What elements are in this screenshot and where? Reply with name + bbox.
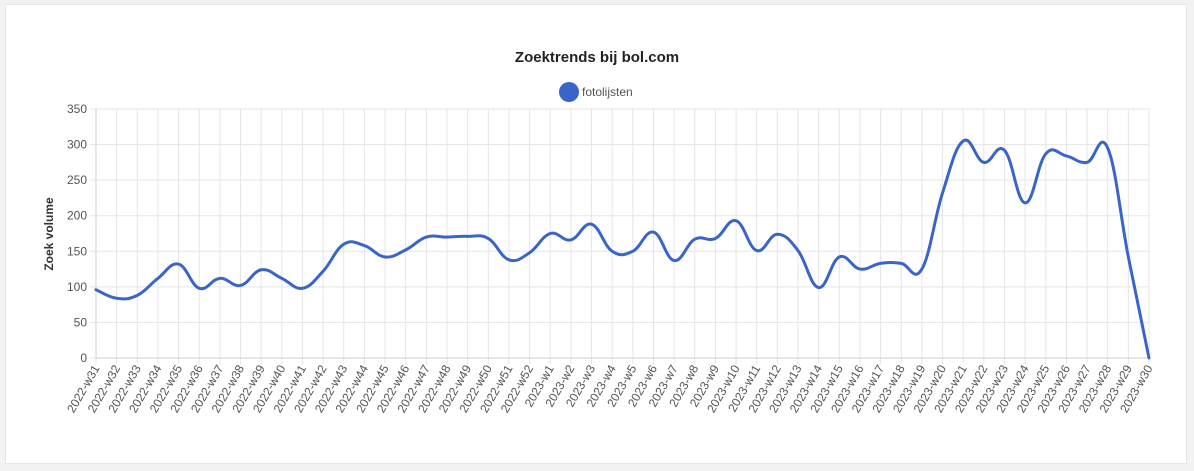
data-point[interactable] (630, 248, 636, 254)
data-point[interactable] (382, 254, 388, 260)
data-point[interactable] (155, 275, 161, 281)
y-tick-label: 0 (80, 351, 87, 365)
data-point[interactable] (299, 285, 305, 291)
data-point[interactable] (1001, 147, 1007, 153)
data-point[interactable] (217, 275, 223, 281)
data-point[interactable] (1146, 355, 1152, 361)
data-point[interactable] (1043, 151, 1049, 157)
y-axis-label: Zoek volume (42, 197, 56, 271)
data-point[interactable] (361, 243, 367, 249)
axes (95, 109, 1149, 359)
legend-swatch-icon[interactable] (559, 82, 579, 102)
data-point[interactable] (527, 250, 533, 256)
data-point[interactable] (650, 229, 656, 235)
series-layer (93, 138, 1152, 361)
data-point[interactable] (712, 235, 718, 241)
data-point[interactable] (485, 235, 491, 241)
y-tick-labels: 0 50 100 150 200 250 300 350 (67, 102, 87, 365)
data-point[interactable] (960, 138, 966, 144)
data-point[interactable] (506, 257, 512, 263)
chart-title: Zoektrends bij bol.com (515, 49, 679, 66)
data-point[interactable] (423, 234, 429, 240)
data-point[interactable] (465, 233, 471, 239)
data-point[interactable] (320, 268, 326, 274)
data-point[interactable] (754, 248, 760, 254)
data-point[interactable] (589, 221, 595, 227)
y-tick-label: 350 (67, 102, 87, 116)
data-point[interactable] (238, 282, 244, 288)
data-point[interactable] (878, 260, 884, 266)
data-point[interactable] (733, 218, 739, 224)
y-tick-label: 200 (67, 209, 87, 223)
data-point[interactable] (1063, 153, 1069, 159)
data-point[interactable] (568, 237, 574, 243)
data-point[interactable] (114, 295, 120, 301)
data-point[interactable] (176, 261, 182, 267)
y-tick-label: 300 (67, 138, 87, 152)
data-point[interactable] (795, 248, 801, 254)
data-point[interactable] (1105, 145, 1111, 151)
grid (90, 108, 1150, 364)
y-tick-label: 50 (74, 315, 88, 329)
data-point[interactable] (671, 258, 677, 264)
data-point[interactable] (774, 231, 780, 237)
data-point[interactable] (341, 241, 347, 247)
data-point[interactable] (279, 275, 285, 281)
series-line-fotolijsten[interactable] (94, 138, 1151, 360)
y-tick-label: 150 (67, 244, 87, 258)
data-point[interactable] (857, 266, 863, 272)
data-point[interactable] (919, 266, 925, 272)
legend-label[interactable]: fotolijsten (582, 85, 633, 99)
data-point[interactable] (93, 287, 99, 293)
data-point[interactable] (1022, 200, 1028, 206)
data-point[interactable] (196, 285, 202, 291)
data-point[interactable] (816, 285, 822, 291)
y-tick-label: 250 (67, 173, 87, 187)
line-chart: 0 50 100 150 200 250 300 350 2022-w312022-w3220… (42, 49, 1156, 415)
data-point[interactable] (836, 254, 842, 260)
data-point[interactable] (1125, 254, 1131, 260)
x-tick-labels: 2022-w312022-w322022-w332022-w342022-w35… (64, 362, 1156, 415)
data-point[interactable] (444, 234, 450, 240)
data-point[interactable] (940, 190, 946, 196)
chart-card: 0 50 100 150 200 250 300 350 2022-w31 2022-w32 20… (5, 4, 1187, 464)
data-point[interactable] (609, 248, 615, 254)
data-point[interactable] (403, 247, 409, 253)
data-point[interactable] (547, 231, 553, 237)
y-tick-label: 100 (67, 280, 87, 294)
data-point[interactable] (258, 267, 264, 273)
data-point[interactable] (898, 260, 904, 266)
data-point[interactable] (981, 159, 987, 165)
data-point[interactable] (692, 236, 698, 242)
data-point[interactable] (1084, 159, 1090, 165)
data-point[interactable] (134, 292, 140, 298)
